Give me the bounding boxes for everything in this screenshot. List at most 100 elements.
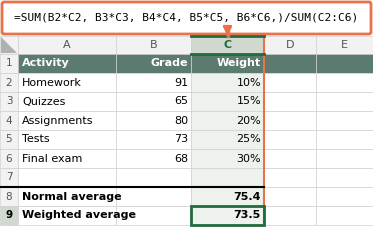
- Bar: [191, 54, 264, 73]
- Text: 73.5: 73.5: [234, 211, 261, 220]
- Bar: [116, 111, 191, 130]
- Bar: [0, 206, 18, 225]
- Bar: [316, 54, 373, 73]
- Bar: [116, 206, 191, 225]
- Bar: [18, 73, 116, 92]
- Bar: [18, 36, 116, 54]
- Bar: [18, 206, 116, 225]
- Text: Activity: Activity: [22, 59, 70, 68]
- Bar: [264, 187, 316, 206]
- Bar: [0, 73, 18, 92]
- Bar: [191, 130, 264, 149]
- Text: 75.4: 75.4: [233, 191, 261, 201]
- Bar: [18, 130, 116, 149]
- Bar: [18, 168, 116, 187]
- Bar: [191, 149, 264, 168]
- Text: 1: 1: [6, 59, 12, 68]
- Text: Assignments: Assignments: [22, 116, 94, 125]
- Text: 80: 80: [174, 116, 188, 125]
- Bar: [0, 54, 18, 73]
- Bar: [191, 111, 264, 130]
- Bar: [116, 73, 191, 92]
- Text: =SUM(B2*C2, B3*C3, B4*C4, B5*C5, B6*C6,)/SUM(C2:C6): =SUM(B2*C2, B3*C3, B4*C4, B5*C5, B6*C6,)…: [15, 13, 358, 23]
- Bar: [316, 187, 373, 206]
- Text: 2: 2: [6, 77, 12, 88]
- Text: Normal average: Normal average: [22, 191, 122, 201]
- Bar: [316, 130, 373, 149]
- Text: 15%: 15%: [236, 96, 261, 107]
- Text: A: A: [63, 40, 71, 50]
- Text: Weight: Weight: [217, 59, 261, 68]
- Text: 73: 73: [174, 135, 188, 144]
- Text: Homework: Homework: [22, 77, 82, 88]
- Text: Weighted average: Weighted average: [22, 211, 136, 220]
- Bar: [0, 149, 18, 168]
- Bar: [264, 206, 316, 225]
- Text: 4: 4: [6, 116, 12, 125]
- Bar: [264, 130, 316, 149]
- Polygon shape: [1, 37, 17, 53]
- Bar: [0, 111, 18, 130]
- Bar: [316, 206, 373, 225]
- Bar: [18, 92, 116, 111]
- Text: 9: 9: [6, 211, 13, 220]
- Bar: [191, 187, 264, 206]
- Text: Quizzes: Quizzes: [22, 96, 65, 107]
- Bar: [116, 36, 191, 54]
- Bar: [316, 73, 373, 92]
- Bar: [0, 168, 18, 187]
- Bar: [116, 130, 191, 149]
- Text: 8: 8: [6, 191, 12, 201]
- Text: Final exam: Final exam: [22, 154, 82, 164]
- Bar: [0, 36, 18, 54]
- Bar: [191, 206, 264, 225]
- Bar: [0, 130, 18, 149]
- Bar: [18, 111, 116, 130]
- Bar: [116, 54, 191, 73]
- Text: 68: 68: [174, 154, 188, 164]
- Text: 6: 6: [6, 154, 12, 164]
- Bar: [18, 54, 116, 73]
- Text: 91: 91: [174, 77, 188, 88]
- Text: 7: 7: [6, 172, 12, 183]
- Text: 10%: 10%: [236, 77, 261, 88]
- Bar: [264, 111, 316, 130]
- Bar: [116, 149, 191, 168]
- Bar: [264, 54, 316, 73]
- Bar: [316, 168, 373, 187]
- Bar: [264, 73, 316, 92]
- Text: D: D: [286, 40, 294, 50]
- Bar: [316, 36, 373, 54]
- Bar: [191, 92, 264, 111]
- Bar: [316, 92, 373, 111]
- Bar: [264, 168, 316, 187]
- Bar: [116, 92, 191, 111]
- FancyBboxPatch shape: [2, 2, 371, 34]
- Bar: [0, 92, 18, 111]
- Bar: [264, 92, 316, 111]
- Text: 3: 3: [6, 96, 12, 107]
- Text: Tests: Tests: [22, 135, 50, 144]
- Bar: [264, 149, 316, 168]
- Bar: [191, 206, 264, 225]
- Text: E: E: [341, 40, 348, 50]
- Text: 20%: 20%: [236, 116, 261, 125]
- Bar: [18, 187, 116, 206]
- Bar: [316, 111, 373, 130]
- Bar: [191, 36, 264, 54]
- Bar: [116, 168, 191, 187]
- Text: 5: 5: [6, 135, 12, 144]
- Bar: [0, 187, 18, 206]
- Text: 65: 65: [174, 96, 188, 107]
- Text: 30%: 30%: [236, 154, 261, 164]
- Text: Grade: Grade: [150, 59, 188, 68]
- Bar: [191, 168, 264, 187]
- Bar: [316, 149, 373, 168]
- Bar: [116, 187, 191, 206]
- Bar: [191, 73, 264, 92]
- Bar: [18, 149, 116, 168]
- Text: C: C: [223, 40, 232, 50]
- Text: 25%: 25%: [236, 135, 261, 144]
- Bar: [264, 36, 316, 54]
- Text: B: B: [150, 40, 157, 50]
